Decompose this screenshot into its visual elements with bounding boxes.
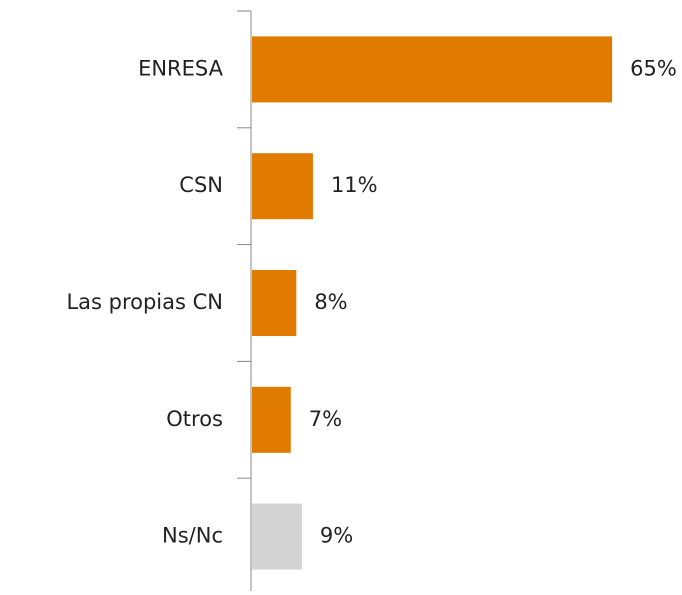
bar xyxy=(252,36,613,103)
bar xyxy=(252,153,313,220)
value-label: 11% xyxy=(331,173,378,197)
value-label: 65% xyxy=(630,56,677,80)
category-label: Las propias CN xyxy=(66,290,223,314)
value-label: 7% xyxy=(309,407,342,431)
bar xyxy=(252,386,291,453)
category-label: Ns/Nc xyxy=(162,524,223,548)
category-label: Otros xyxy=(166,407,223,431)
value-label: 9% xyxy=(320,524,353,548)
category-label: ENRESA xyxy=(138,56,224,80)
bar xyxy=(252,503,302,570)
value-label: 8% xyxy=(314,290,347,314)
category-label: CSN xyxy=(179,173,223,197)
bar xyxy=(252,270,297,336)
